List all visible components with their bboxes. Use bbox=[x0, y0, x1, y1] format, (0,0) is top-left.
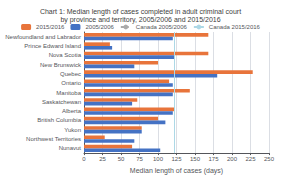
svg-text:Saskatchewan: Saskatchewan bbox=[42, 99, 81, 105]
svg-text:Median length of cases (days): Median length of cases (days) bbox=[130, 167, 223, 175]
svg-text:2015/2016: 2015/2016 bbox=[36, 24, 65, 30]
svg-text:75: 75 bbox=[136, 156, 143, 162]
svg-text:100: 100 bbox=[153, 156, 164, 162]
svg-text:Canada 2015/2016: Canada 2015/2016 bbox=[209, 24, 261, 30]
svg-text:50: 50 bbox=[118, 156, 125, 162]
svg-text:Yukon: Yukon bbox=[64, 127, 81, 133]
svg-text:225: 225 bbox=[245, 156, 256, 162]
svg-text:Canada 2005/2006: Canada 2005/2006 bbox=[136, 24, 188, 30]
svg-text:250: 250 bbox=[264, 156, 275, 162]
svg-text:175: 175 bbox=[208, 156, 219, 162]
svg-text:0: 0 bbox=[82, 156, 86, 162]
svg-text:Northwest Territories: Northwest Territories bbox=[26, 136, 81, 142]
svg-text:150: 150 bbox=[190, 156, 201, 162]
svg-text:125: 125 bbox=[171, 156, 182, 162]
svg-text:Nova Scotia: Nova Scotia bbox=[49, 52, 82, 58]
svg-text:Newfoundland and Labrador: Newfoundland and Labrador bbox=[5, 34, 81, 40]
svg-text:25: 25 bbox=[99, 156, 106, 162]
svg-text:200: 200 bbox=[227, 156, 238, 162]
svg-text:Manitoba: Manitoba bbox=[56, 90, 81, 96]
svg-text:Ontario: Ontario bbox=[61, 80, 81, 86]
svg-text:Prince Edward Island: Prince Edward Island bbox=[24, 43, 81, 49]
svg-text:Chart 1: Median length of case: Chart 1: Median length of cases complete… bbox=[40, 8, 241, 16]
svg-text:British Columbia: British Columbia bbox=[37, 117, 81, 123]
svg-text:Alberta: Alberta bbox=[62, 108, 82, 114]
svg-text:Nunavut: Nunavut bbox=[59, 145, 82, 151]
svg-text:New Brunswick: New Brunswick bbox=[40, 62, 82, 68]
svg-text:2005/2006: 2005/2006 bbox=[85, 24, 114, 30]
svg-text:Quebec: Quebec bbox=[60, 71, 81, 77]
svg-text:by province and territory, 200: by province and territory, 2005/2006 and… bbox=[60, 16, 220, 24]
